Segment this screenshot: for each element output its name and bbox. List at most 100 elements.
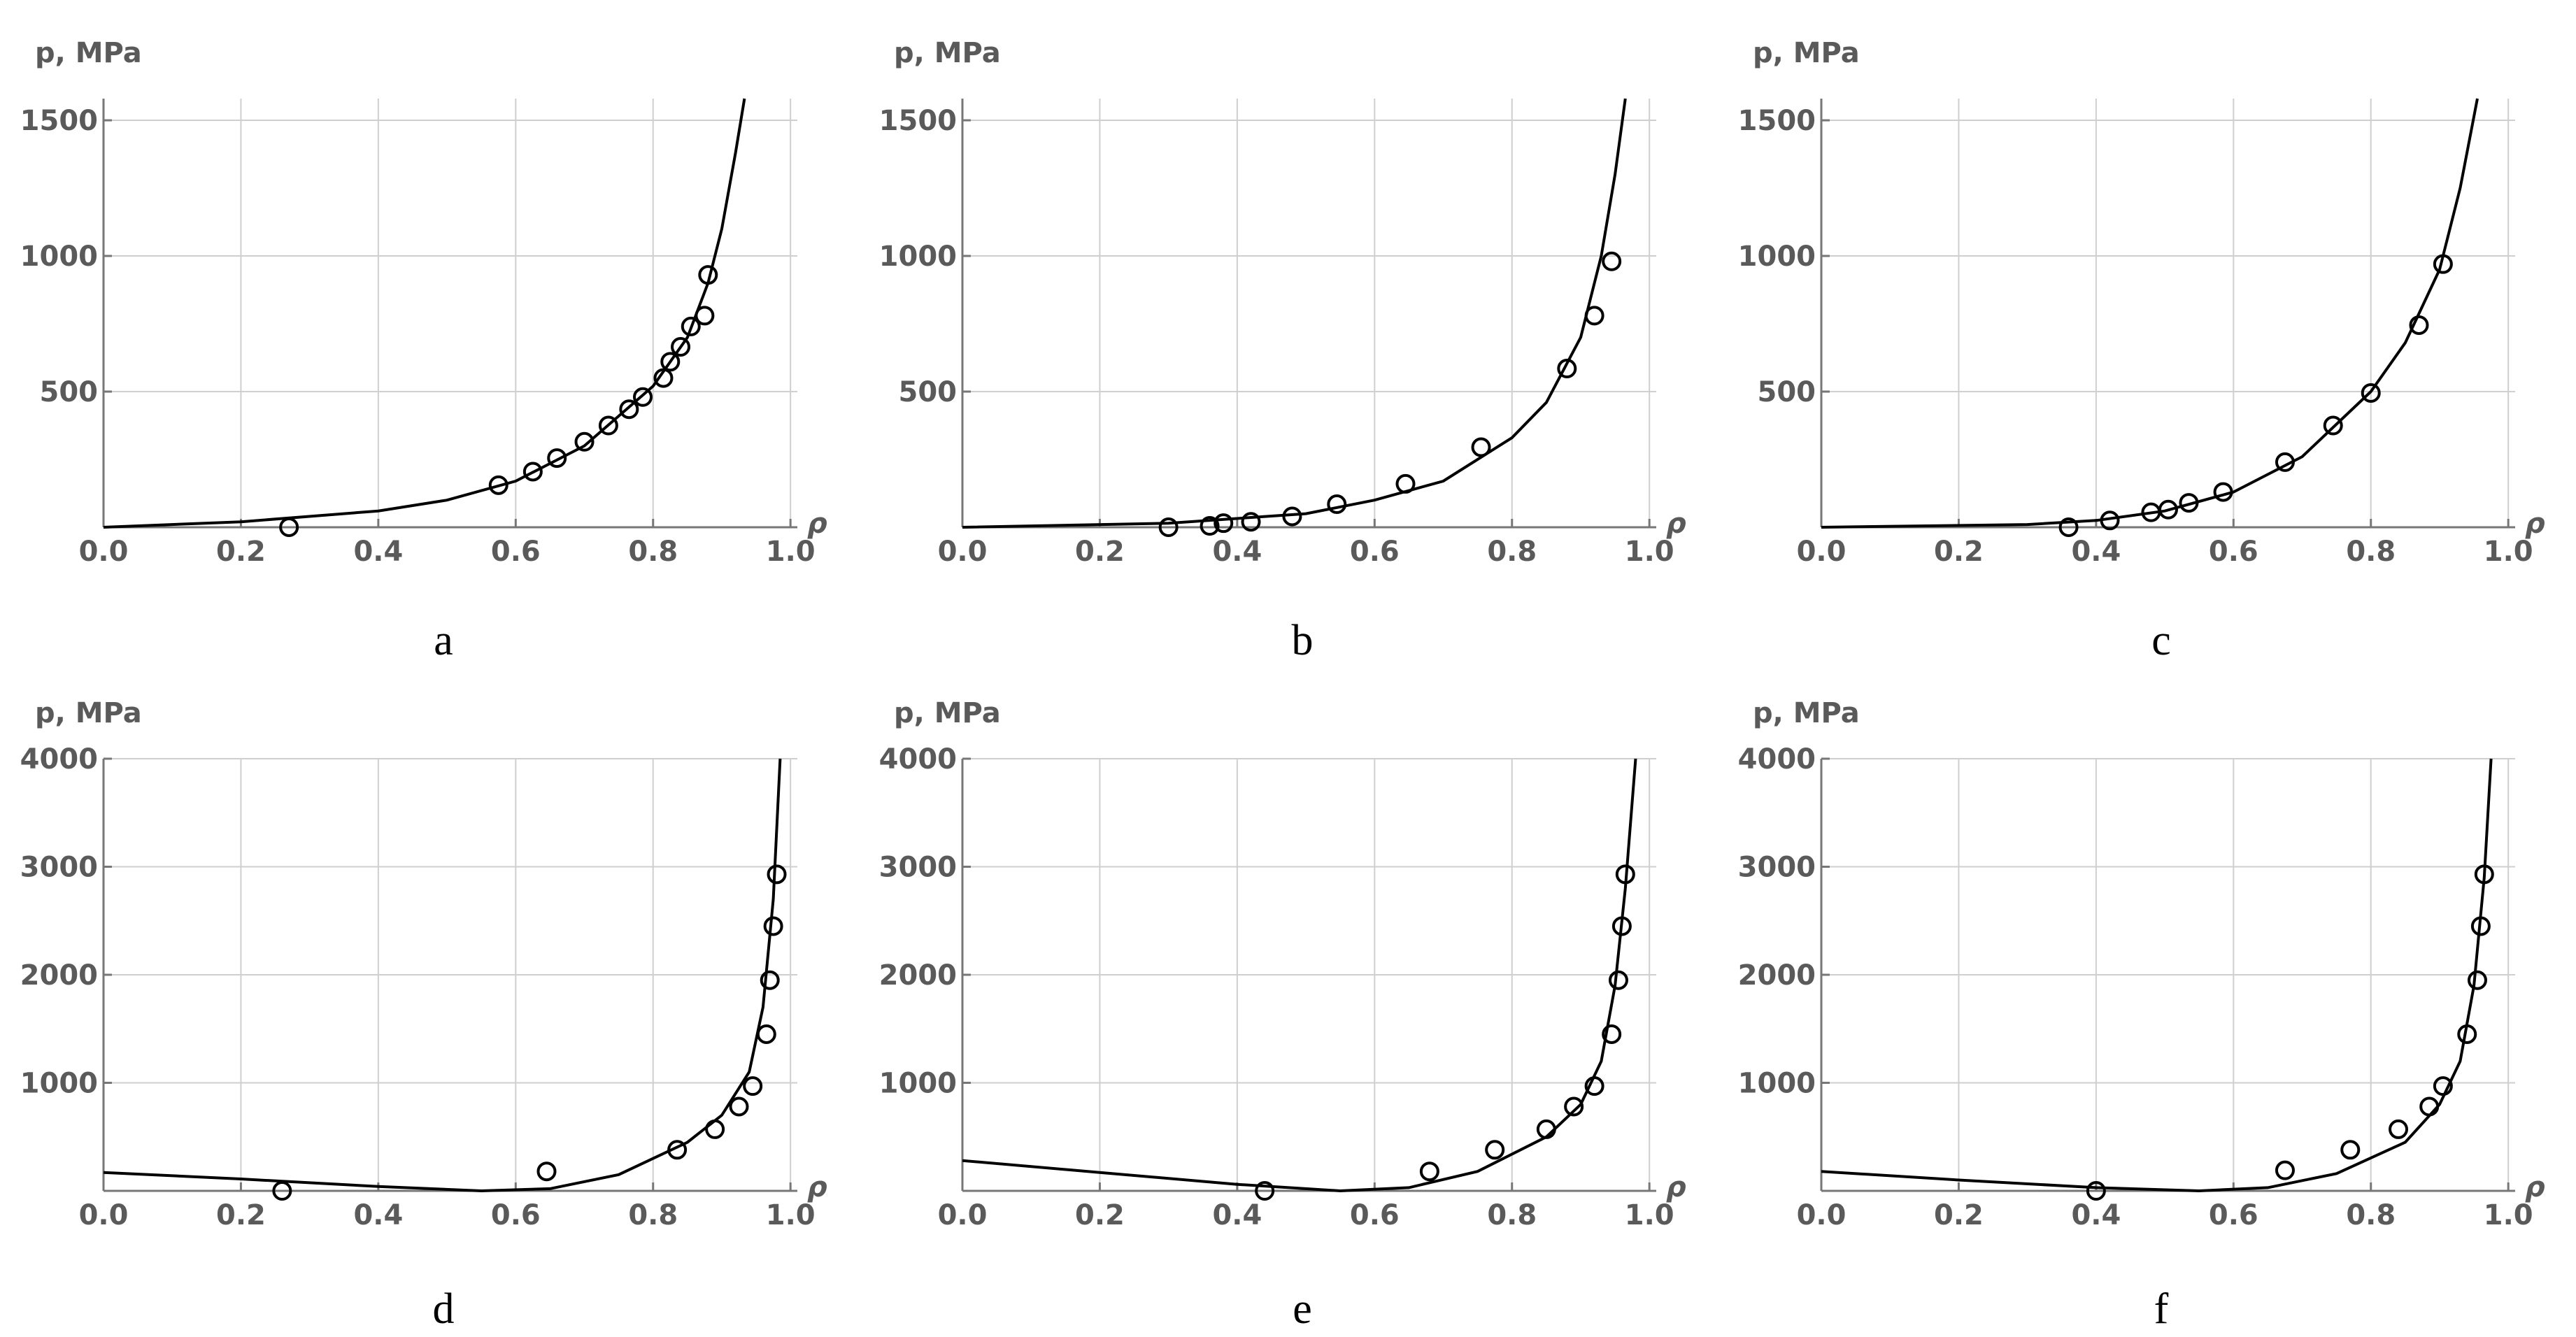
x-tick-label: 0.0 [938, 536, 988, 568]
caption: c [2151, 617, 2171, 664]
x-tick-label: 0.8 [628, 1199, 678, 1231]
data-point [2433, 254, 2453, 274]
data-point [1608, 970, 1628, 990]
x-tick-label: 0.6 [491, 1199, 541, 1231]
data-point [2457, 1024, 2477, 1044]
x-tick-label: 1.0 [1625, 536, 1674, 568]
x-axis-label: ρ [807, 508, 827, 540]
y-tick-label: 2000 [879, 959, 957, 992]
x-tick-label: 0.8 [2346, 536, 2396, 568]
x-tick-label: 0.4 [2071, 1199, 2121, 1231]
x-tick-label: 0.4 [353, 1199, 403, 1231]
caption: b [1292, 617, 1314, 664]
data-point [1485, 1140, 1505, 1160]
data-point [767, 864, 787, 885]
data-point [279, 517, 299, 537]
y-axis-label: p, MPa [1753, 37, 1860, 69]
caption: d [433, 1285, 455, 1333]
data-point [1214, 513, 1234, 534]
data-point [1241, 512, 1261, 532]
y-tick-label: 500 [899, 376, 958, 408]
data-point [1564, 1096, 1584, 1117]
data-point [695, 306, 715, 326]
data-point [2419, 1096, 2440, 1117]
data-point [1255, 1181, 1275, 1201]
data-point [2058, 517, 2079, 537]
fit-curve [1821, 758, 2493, 1193]
data-point [1602, 1024, 1622, 1044]
fit-curve [962, 98, 1627, 529]
x-tick-label: 0.2 [1075, 536, 1125, 568]
data-point [660, 352, 681, 372]
data-point [653, 368, 674, 388]
x-tick-label: 1.0 [2484, 1199, 2533, 1231]
x-tick-label: 1.0 [766, 1199, 816, 1231]
caption: f [2154, 1285, 2169, 1333]
x-tick-label: 0.8 [1487, 536, 1537, 568]
x-tick-label: 1.0 [766, 536, 816, 568]
y-tick-label: 1000 [879, 1068, 957, 1100]
data-point [1611, 916, 1632, 936]
panel: 0.0 0.2 0.4 0.6 0.8 1.0 500 1000 1500 p, MPa ρ b [879, 37, 1686, 664]
data-point [2179, 493, 2199, 513]
data-point [1536, 1119, 1556, 1139]
data-point [681, 316, 701, 336]
fit-curve [1821, 98, 2479, 529]
data-point [2158, 499, 2178, 520]
panel: 0.0 0.2 0.4 0.6 0.8 1.0 1000 2000 3000 4000 p, MPa… [1738, 697, 2545, 1333]
y-axis-label: p, MPa [894, 697, 1001, 729]
data-point [1584, 1076, 1604, 1096]
data-point [1282, 506, 1302, 527]
y-tick-label: 3000 [1738, 852, 1816, 884]
data-point [1615, 864, 1635, 885]
y-axis-label: p, MPa [35, 697, 142, 729]
data-point [2275, 1160, 2295, 1180]
x-axis-label: ρ [1666, 508, 1686, 540]
data-point [2323, 415, 2343, 436]
data-point [522, 462, 543, 482]
x-axis-label: ρ [2525, 1171, 2545, 1203]
data-point [743, 1076, 763, 1096]
fit-curve [104, 758, 782, 1193]
y-axis-label: p, MPa [894, 37, 1001, 69]
x-tick-label: 0.6 [1350, 536, 1400, 568]
y-axis-label: p, MPa [1753, 697, 1860, 729]
data-point [1602, 251, 1622, 271]
data-point [2409, 315, 2429, 335]
data-point [1471, 437, 1491, 457]
y-tick-label: 4000 [879, 743, 957, 775]
x-tick-label: 0.2 [1075, 1199, 1125, 1231]
data-point [2474, 864, 2494, 885]
y-tick-label: 1000 [20, 241, 98, 273]
x-tick-label: 0.2 [216, 536, 266, 568]
y-tick-label: 500 [40, 376, 99, 408]
x-tick-label: 0.2 [1934, 536, 1984, 568]
x-axis-label: ρ [1666, 1171, 1686, 1203]
x-tick-label: 0.6 [491, 536, 541, 568]
y-tick-label: 2000 [1738, 959, 1816, 992]
data-point [1395, 473, 1416, 494]
x-tick-label: 0.4 [353, 536, 403, 568]
y-axis-label: p, MPa [35, 37, 142, 69]
fit-curve [962, 758, 1637, 1193]
data-point [667, 1140, 688, 1160]
fit-curve [104, 98, 746, 529]
data-point [760, 970, 780, 990]
y-tick-label: 3000 [879, 852, 957, 884]
x-tick-label: 0.0 [1797, 1199, 1846, 1231]
data-point [756, 1024, 776, 1044]
data-point [488, 475, 508, 495]
data-point [574, 431, 595, 452]
x-tick-label: 1.0 [2484, 536, 2533, 568]
caption: e [1293, 1285, 1312, 1333]
data-point [671, 336, 691, 357]
data-point [1557, 359, 1577, 379]
x-axis-label: ρ [807, 1171, 827, 1203]
x-tick-label: 0.0 [79, 1199, 129, 1231]
x-tick-label: 0.6 [2209, 536, 2258, 568]
data-point [1584, 306, 1604, 326]
caption: a [434, 617, 453, 664]
data-point [536, 1161, 557, 1182]
y-tick-label: 1000 [1738, 1068, 1816, 1100]
